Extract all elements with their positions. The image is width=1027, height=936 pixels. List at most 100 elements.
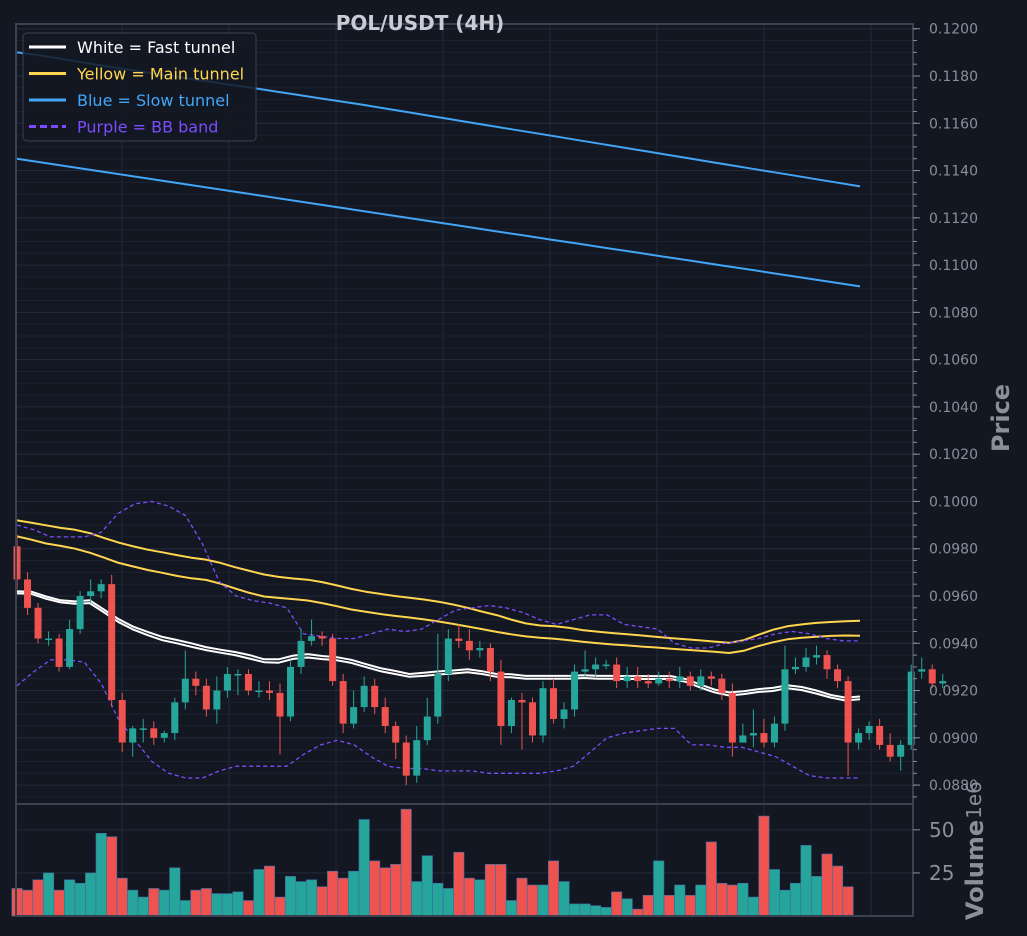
candle-body	[655, 678, 663, 684]
candle-body	[613, 664, 621, 682]
volume-bar	[200, 888, 212, 917]
volume-bar	[327, 870, 339, 917]
candle-body	[181, 678, 189, 703]
volume-bar	[148, 888, 160, 917]
volume-bar	[789, 882, 801, 917]
volume-bar	[390, 864, 402, 917]
price-tick-label: 0.1120	[929, 211, 978, 227]
candle-body	[129, 728, 137, 743]
volume-bar	[737, 882, 749, 917]
candle-body	[760, 733, 768, 743]
candle-body	[813, 655, 821, 658]
candle-body	[602, 664, 610, 667]
candle-body	[928, 669, 936, 684]
candle-body	[455, 638, 463, 641]
volume-bar	[653, 860, 665, 917]
volume-bar	[832, 865, 844, 917]
volume-bar	[516, 877, 528, 917]
candle-body	[24, 579, 32, 608]
volume-bar	[611, 891, 623, 917]
candle-body	[486, 648, 494, 672]
price-axis-label: Price	[987, 384, 1015, 452]
volume-bar	[179, 900, 191, 917]
candle-body	[192, 678, 200, 686]
candle-body	[886, 744, 894, 757]
volume-bar	[632, 908, 644, 917]
candle-body	[592, 664, 600, 670]
price-tick-label: 0.0980	[929, 542, 978, 558]
series-line-6	[16, 500, 860, 649]
candle-body	[297, 640, 305, 667]
candle-body	[728, 692, 736, 743]
volume-bar	[526, 884, 538, 917]
candle-body	[392, 726, 400, 743]
volume-bar	[137, 896, 149, 917]
candle-body	[434, 674, 442, 717]
price-tick-label: 0.0920	[929, 684, 978, 700]
candle-body	[287, 666, 295, 717]
volume-bar	[285, 876, 297, 917]
volume-bar	[106, 836, 118, 917]
candle-body	[87, 591, 95, 596]
chart-title: POL/USDT (4H)	[336, 11, 505, 35]
volume-bar	[842, 886, 854, 917]
candle-body	[634, 676, 642, 682]
candle-body	[444, 638, 452, 674]
volume-bar	[484, 864, 496, 917]
candle-body	[560, 709, 568, 719]
candle-body	[623, 676, 631, 682]
candle-body	[423, 716, 431, 741]
candle-body	[834, 669, 842, 682]
volume-bar	[274, 896, 286, 917]
candle-body	[844, 681, 852, 743]
candle-body	[918, 669, 926, 672]
candle-body	[45, 638, 53, 641]
volume-bar	[421, 855, 433, 917]
volume-bar	[505, 900, 517, 917]
volume-bar	[442, 888, 454, 917]
candle-body	[55, 638, 63, 667]
volume-tick-label: 25	[929, 861, 954, 885]
volume-tick-label: 50	[929, 818, 954, 842]
legend-box	[22, 32, 257, 142]
candle-body	[644, 681, 652, 684]
volume-bar	[295, 881, 307, 917]
volume-bar	[95, 832, 107, 917]
volume-bar	[253, 869, 265, 917]
candle-body	[160, 733, 168, 738]
axes: 0.1200 0.1180 0.1160 0.1140 0.1120 0.1100 0.10…	[913, 22, 978, 885]
volume-scale-label: 1e6	[962, 781, 986, 819]
candle-body	[876, 726, 884, 745]
volume-bar	[558, 881, 570, 917]
candle-body	[749, 733, 757, 736]
volume-bar	[463, 877, 475, 917]
candle-body	[665, 678, 673, 682]
volume-bar	[211, 893, 223, 917]
volume-axis-label: Volume	[961, 820, 989, 920]
volume-bar	[453, 851, 465, 917]
legend-label: Blue = Slow tunnel	[77, 91, 230, 110]
candle-body	[339, 681, 347, 724]
volume-bar	[590, 905, 602, 917]
candle-body	[518, 700, 526, 703]
volume-bar	[242, 900, 254, 917]
series-line-2	[16, 519, 861, 644]
candle-body	[255, 690, 263, 693]
volume-bar	[432, 882, 444, 917]
volume-bar	[716, 882, 728, 917]
candle-body	[581, 669, 589, 672]
candle-body	[539, 688, 547, 736]
candle-body	[371, 685, 379, 708]
candle-body	[350, 707, 358, 724]
candle-body	[381, 707, 389, 726]
candle-body	[223, 674, 231, 691]
volume-bar	[379, 867, 391, 917]
volume-bar	[726, 884, 738, 917]
price-tick-label: 0.1040	[929, 400, 978, 416]
volume-bar	[800, 845, 812, 917]
candle-body	[791, 666, 799, 670]
volume-plot-frame	[15, 803, 914, 917]
candle-body	[770, 723, 778, 743]
candle-body	[823, 655, 831, 670]
